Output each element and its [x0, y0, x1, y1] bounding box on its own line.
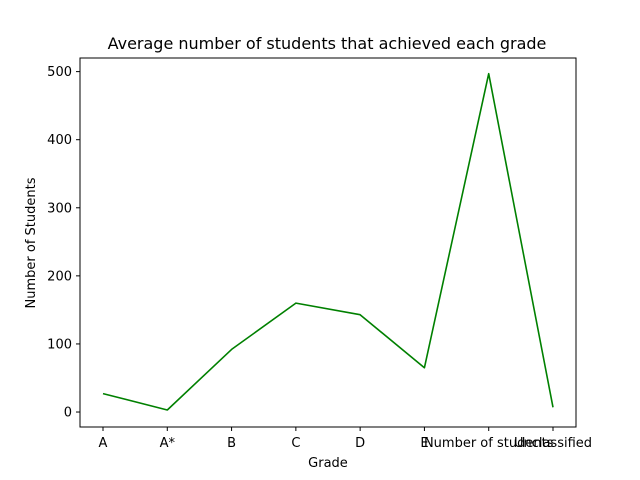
x-tick-label: B	[227, 436, 236, 451]
x-tick-label: E	[420, 436, 428, 451]
x-tick-label: Unclassified	[514, 436, 592, 451]
series-layer	[102, 72, 554, 411]
x-tick-label: Number of students	[424, 436, 554, 451]
y-tick-label: 500	[47, 65, 72, 80]
y-tick-label: 0	[64, 406, 72, 421]
y-axis: 0 100 200 300 400 500	[47, 65, 80, 421]
y-axis-label: Number of Students	[24, 177, 39, 308]
x-tick-label: A	[99, 436, 108, 451]
x-tick-label: A*	[160, 436, 176, 451]
y-tick-label: 300	[47, 201, 72, 216]
x-tick-label: D	[355, 436, 365, 451]
x-tick-label: C	[291, 436, 300, 451]
y-tick-label: 400	[47, 133, 72, 148]
series-line	[102, 72, 554, 411]
y-tick-label: 200	[47, 269, 72, 284]
y-tick-label: 100	[47, 337, 72, 352]
chart-title: Average number of students that achieved…	[108, 34, 547, 53]
x-axis-label: Grade	[308, 456, 348, 471]
plot-area	[79, 57, 577, 428]
